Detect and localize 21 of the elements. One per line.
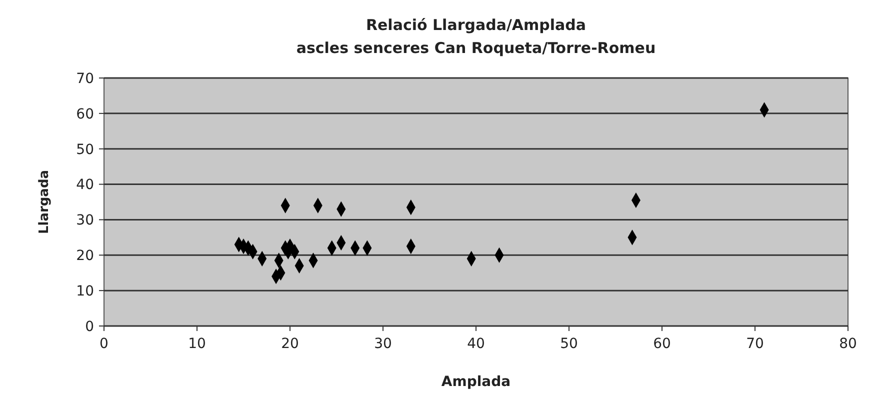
x-tick-label: 20 (281, 336, 299, 352)
y-tick-label: 50 (76, 142, 94, 158)
x-tick-label: 40 (467, 336, 485, 352)
y-tick-label: 10 (76, 283, 94, 300)
y-tick-label: 20 (76, 248, 94, 264)
y-tick-label: 30 (76, 212, 94, 229)
x-tick-label: 60 (653, 336, 671, 352)
y-tick-label: 0 (85, 318, 94, 335)
chart-title: Relació Llargada/Amplada (366, 16, 586, 34)
x-tick-label: 10 (188, 336, 206, 352)
chart-subtitle: ascles senceres Can Roqueta/Torre-Romeu (296, 39, 656, 57)
x-tick-label: 30 (374, 336, 392, 352)
y-tick-label: 60 (76, 106, 94, 122)
x-tick-label: 80 (839, 336, 857, 352)
x-tick-label: 70 (746, 336, 764, 352)
y-axis-title: Llargada (37, 170, 52, 234)
y-tick-label: 70 (76, 70, 94, 87)
x-tick-label: 50 (560, 336, 578, 352)
y-tick-label: 40 (76, 177, 94, 194)
x-tick-label: 0 (100, 336, 108, 352)
x-axis-title: Amplada (441, 374, 511, 390)
